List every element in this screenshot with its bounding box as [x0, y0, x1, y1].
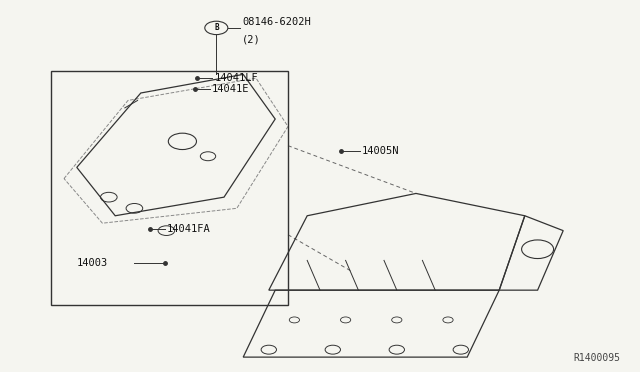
Text: 14003: 14003 — [77, 258, 108, 268]
Text: R1400095: R1400095 — [574, 353, 621, 363]
Text: 14005N: 14005N — [362, 146, 399, 155]
Text: 14041LF: 14041LF — [214, 73, 258, 83]
Text: 14041E: 14041E — [212, 84, 250, 94]
Bar — [51, 71, 288, 305]
Text: 08146-6202H: 08146-6202H — [242, 17, 310, 27]
Text: (2): (2) — [242, 34, 260, 44]
Text: 14041FA: 14041FA — [166, 224, 210, 234]
Text: B: B — [214, 23, 219, 32]
